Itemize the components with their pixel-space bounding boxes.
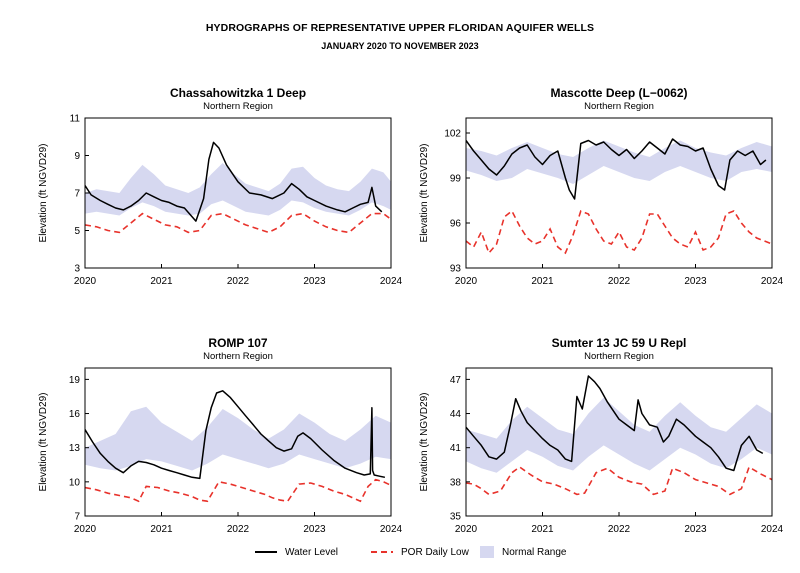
plot-area xyxy=(466,375,772,496)
legend-por-daily-low: POR Daily Low xyxy=(371,544,469,560)
y-tick-label: 11 xyxy=(70,114,81,125)
y-tick-label: 102 xyxy=(444,129,461,140)
normal-range-band xyxy=(466,397,772,473)
y-tick-label: 16 xyxy=(69,409,81,420)
legend-water-level: Water Level xyxy=(255,544,338,560)
chart-title: Chassahowitzka 1 Deep xyxy=(170,86,306,100)
y-tick-label: 44 xyxy=(450,409,462,420)
x-tick-label: 2024 xyxy=(380,276,403,287)
chart-subtitle: Northern Region xyxy=(203,351,273,362)
x-tick-label: 2023 xyxy=(684,524,707,535)
y-tick-label: 38 xyxy=(450,477,462,488)
normal-range-band xyxy=(85,406,391,471)
plot-area xyxy=(85,141,391,234)
water-level-line xyxy=(466,138,767,200)
normal-range-band xyxy=(85,163,391,216)
x-tick-label: 2020 xyxy=(74,276,97,287)
por-daily-low-line xyxy=(466,209,772,255)
y-tick-label: 9 xyxy=(74,151,80,162)
water-level-swatch xyxy=(255,551,277,553)
legend: Water Level POR Daily Low Normal Range xyxy=(0,544,800,560)
x-tick-label: 2021 xyxy=(531,524,554,535)
por-daily-low-swatch xyxy=(371,551,393,553)
legend-por-daily-low-label: POR Daily Low xyxy=(401,546,469,558)
y-axis-label: Elevation (ft NGVD29) xyxy=(419,393,430,492)
x-tick-label: 2021 xyxy=(150,524,173,535)
x-tick-label: 2022 xyxy=(227,524,250,535)
water-level-line xyxy=(85,390,386,480)
x-tick-label: 2020 xyxy=(74,524,97,535)
x-tick-label: 2021 xyxy=(531,276,554,287)
y-axis-label: Elevation (ft NGVD29) xyxy=(419,144,430,243)
x-tick-label: 2021 xyxy=(150,276,173,287)
y-tick-label: 19 xyxy=(69,375,81,386)
y-axis-label: Elevation (ft NGVD29) xyxy=(38,393,49,492)
x-tick-label: 2022 xyxy=(608,276,631,287)
y-tick-label: 7 xyxy=(74,512,80,523)
chart-subtitle: Northern Region xyxy=(584,351,654,362)
page-title: HYDROGRAPHS OF REPRESENTATIVE UPPER FLOR… xyxy=(205,22,595,34)
chart-title: Mascotte Deep (L−0062) xyxy=(550,86,687,100)
x-tick-label: 2022 xyxy=(608,524,631,535)
y-tick-label: 5 xyxy=(74,226,80,237)
water-level-line xyxy=(466,375,764,472)
por-daily-low-line xyxy=(85,478,391,503)
normal-range-swatch xyxy=(480,546,494,558)
y-tick-label: 41 xyxy=(450,443,462,454)
x-tick-label: 2022 xyxy=(227,276,250,287)
legend-normal-range-label: Normal Range xyxy=(502,546,567,558)
x-tick-label: 2023 xyxy=(303,524,326,535)
x-tick-label: 2024 xyxy=(761,276,784,287)
plot-frame xyxy=(465,117,773,269)
y-axis-label: Elevation (ft NGVD29) xyxy=(38,144,49,243)
y-tick-label: 93 xyxy=(450,264,462,275)
y-tick-label: 7 xyxy=(74,189,80,200)
legend-water-level-label: Water Level xyxy=(285,546,338,558)
page-subtitle: JANUARY 2020 TO NOVEMBER 2023 xyxy=(321,41,479,51)
x-tick-label: 2024 xyxy=(380,524,403,535)
chart-subtitle: Northern Region xyxy=(203,101,273,112)
chart-title: Sumter 13 JC 59 U Repl xyxy=(552,336,687,350)
x-tick-label: 2020 xyxy=(455,524,478,535)
y-tick-label: 10 xyxy=(69,477,81,488)
y-tick-label: 13 xyxy=(69,443,81,454)
x-tick-label: 2024 xyxy=(761,524,784,535)
chart-title: ROMP 107 xyxy=(208,336,267,350)
x-tick-label: 2020 xyxy=(455,276,478,287)
x-tick-label: 2023 xyxy=(303,276,326,287)
chart-panel-2: Mascotte Deep (L−0062)Northern Region 202… xyxy=(419,86,784,287)
y-tick-label: 96 xyxy=(450,219,462,230)
plot-area xyxy=(85,390,391,503)
y-tick-label: 47 xyxy=(450,375,462,386)
water-level-line xyxy=(85,141,383,222)
por-daily-low-line xyxy=(85,212,391,234)
y-tick-label: 99 xyxy=(450,174,462,185)
y-tick-label: 35 xyxy=(450,512,462,523)
plot-area xyxy=(466,138,772,255)
x-tick-label: 2023 xyxy=(684,276,707,287)
y-tick-label: 3 xyxy=(74,264,80,275)
por-daily-low-line xyxy=(466,465,772,496)
legend-normal-range: Normal Range xyxy=(480,544,566,560)
chart-subtitle: Northern Region xyxy=(584,101,654,112)
